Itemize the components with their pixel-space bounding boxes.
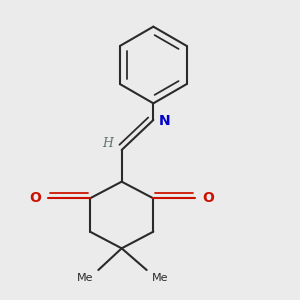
Text: O: O: [202, 191, 214, 205]
Text: N: N: [159, 114, 170, 128]
Text: H: H: [102, 137, 113, 150]
Text: Me: Me: [152, 273, 168, 283]
Text: Me: Me: [77, 273, 93, 283]
Text: O: O: [29, 191, 41, 205]
